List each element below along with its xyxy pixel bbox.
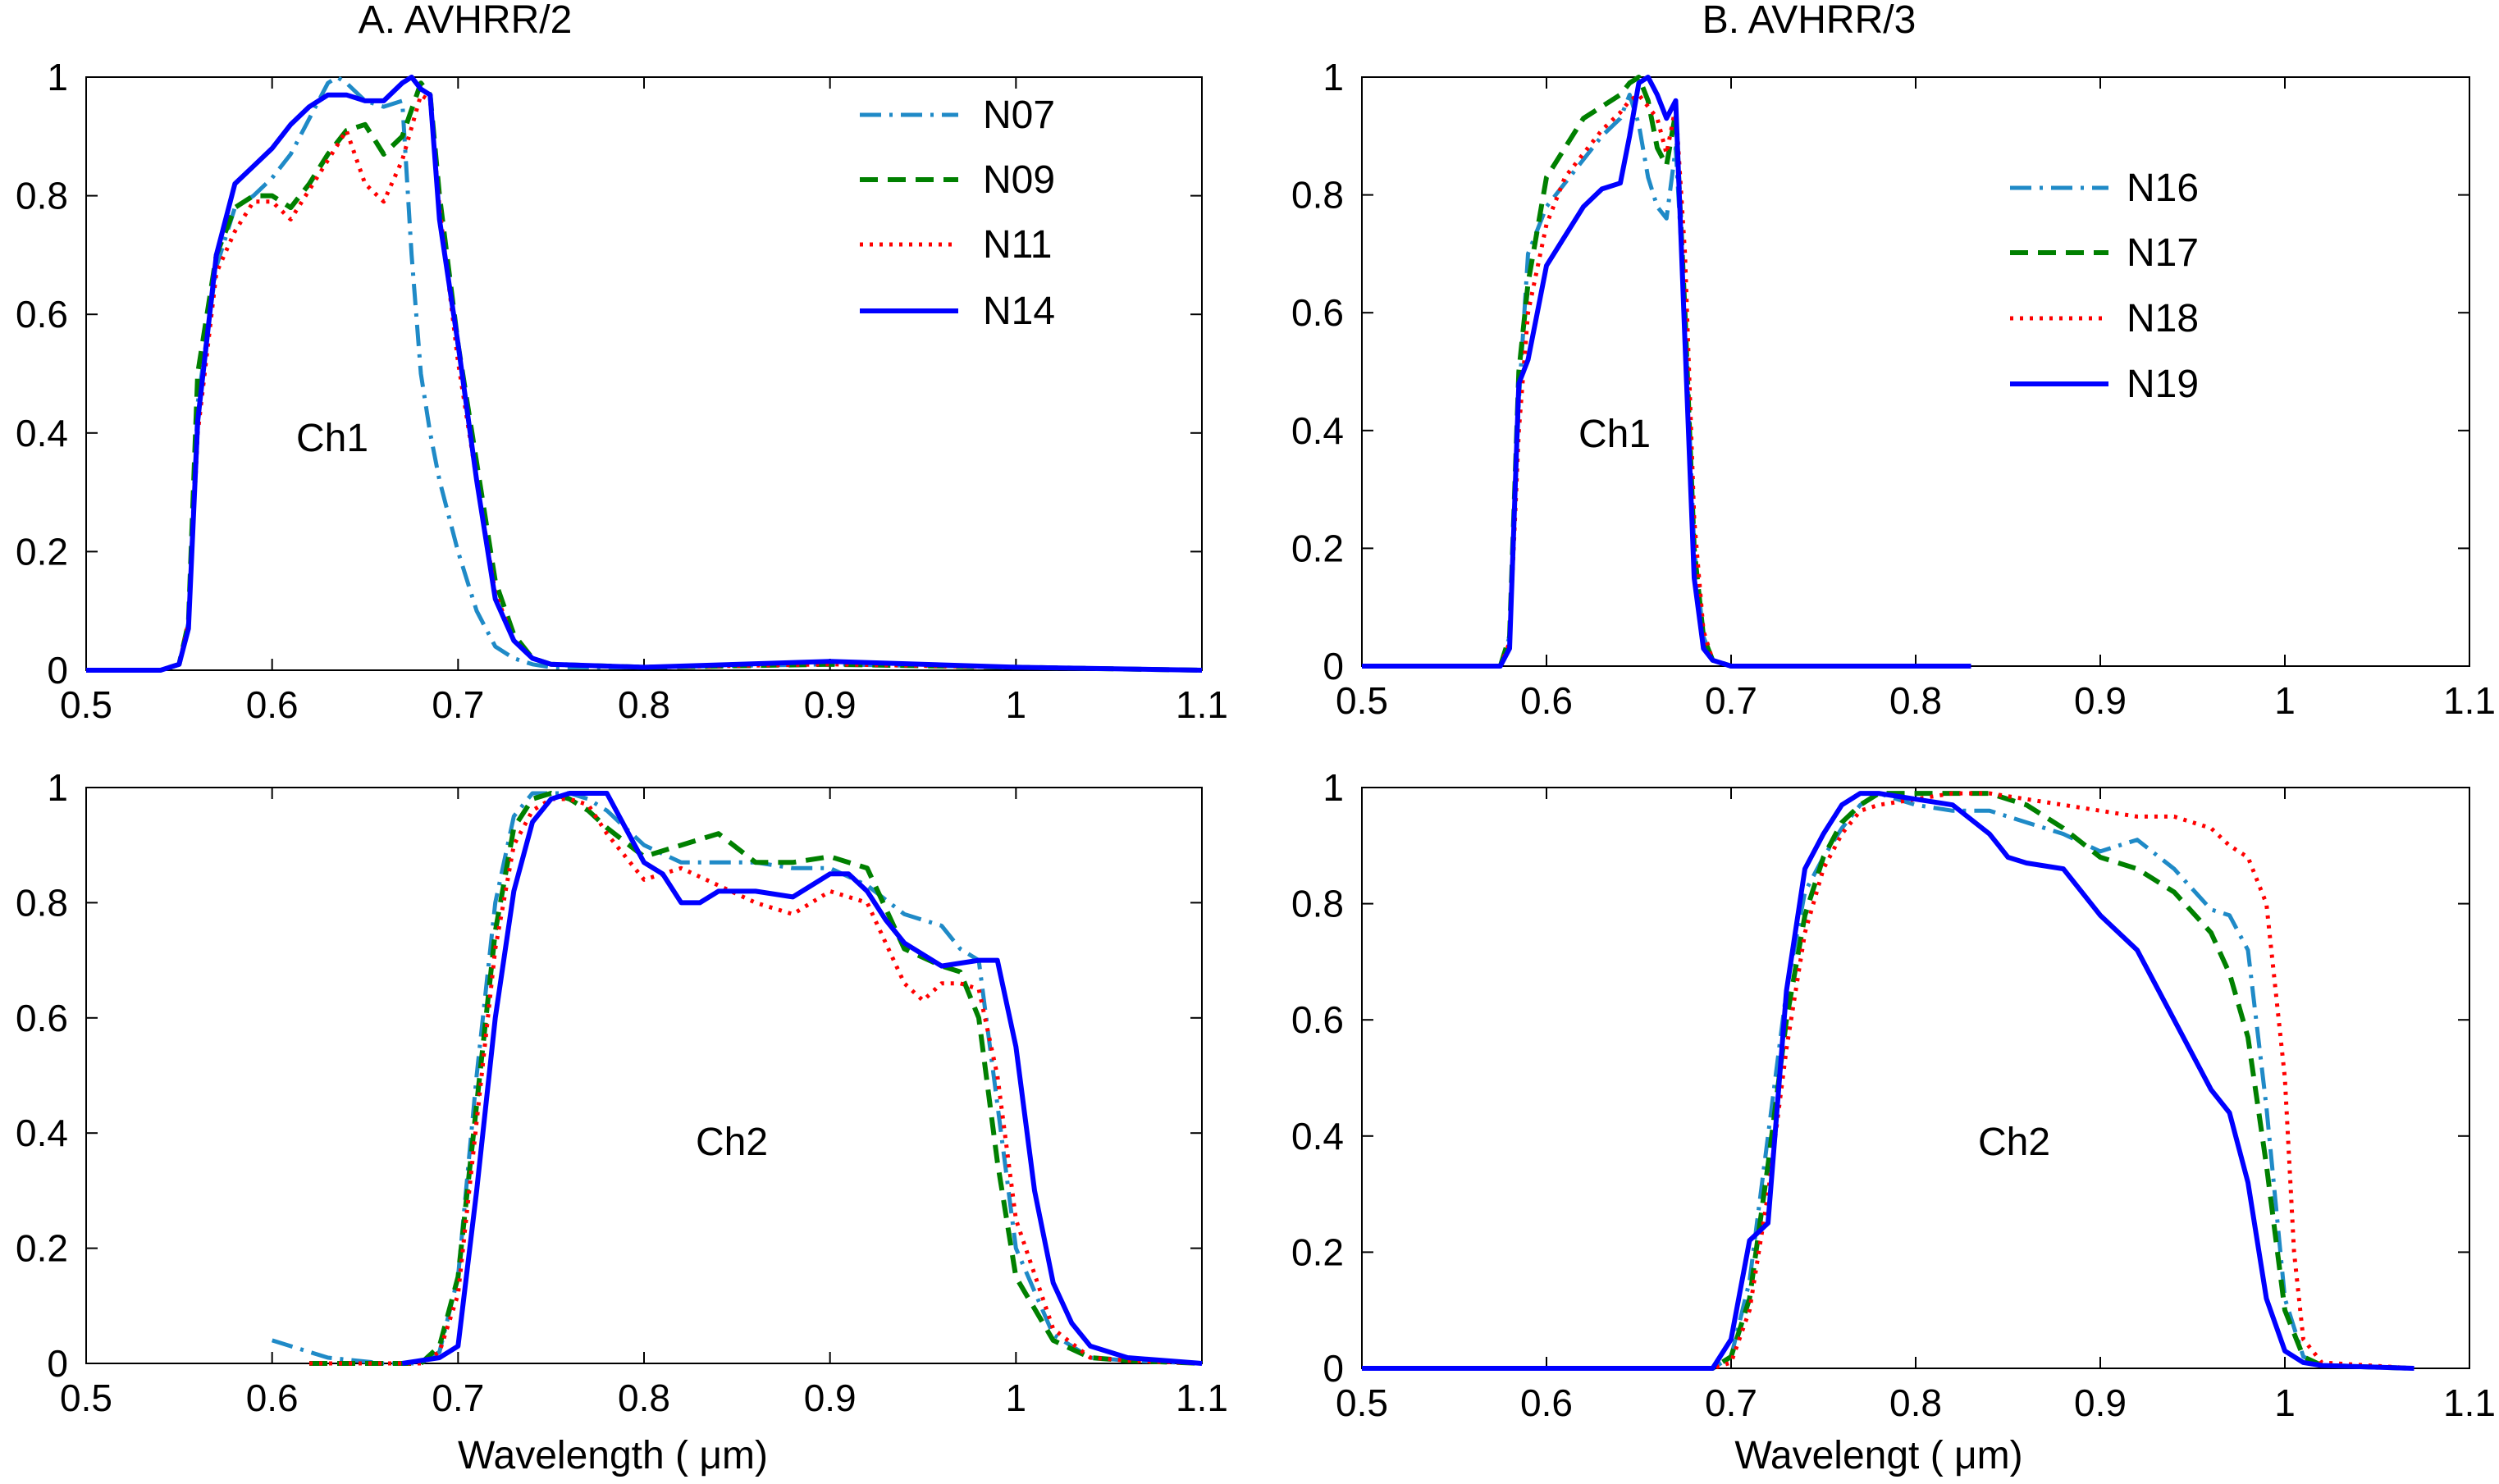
- series-line-n09: [309, 791, 1203, 1366]
- legend-b-n18-label: N18: [2127, 297, 2199, 340]
- panel-a-ch2: 0.5 0.6 0.7 0.8 0.9 1 1.1 0 0.2 0.4 0.6 0.8 1: [16, 766, 1228, 1419]
- x-tick-label: 1.1: [2443, 1381, 2496, 1424]
- series-line-n14: [401, 791, 1203, 1366]
- x-tick-label: 0.6: [1520, 1381, 1573, 1424]
- legend-a-n11-label: N11: [983, 223, 1053, 267]
- legend-a-n07-label: N07: [983, 94, 1055, 137]
- y-tick-label: 0.2: [1291, 1231, 1344, 1273]
- x-tick-label: 0.7: [1705, 679, 1757, 722]
- x-tick-label: 0.8: [618, 1377, 670, 1419]
- series-line-n18: [1362, 93, 1732, 669]
- y-tick-label: 0: [1323, 645, 1344, 687]
- legend-a-n09-label: N09: [983, 158, 1055, 202]
- x-tick-label: 1: [1006, 1377, 1027, 1419]
- y-tick-label: 0.2: [1291, 527, 1344, 569]
- legend-b-n19-label: N19: [2127, 363, 2199, 406]
- panel-a-title: A. AVHRR/2: [359, 0, 573, 42]
- panel-b-ch2: 0.5 0.6 0.7 0.8 0.9 1 1.1 0 0.2 0.4 0.6 0.8 1: [1291, 766, 2496, 1424]
- y-tick-label: 0: [47, 1342, 68, 1385]
- y-tick-label: 0: [47, 649, 68, 692]
- x-tick-label: 0.5: [60, 683, 112, 726]
- y-tick-label: 0.4: [1291, 1115, 1344, 1158]
- panel-a-ch2-channel-label: Ch2: [696, 1121, 768, 1164]
- y-tick-label: 0.4: [1291, 409, 1344, 452]
- legend-b-n17-label: N17: [2127, 231, 2199, 275]
- y-tick-label: 1: [1323, 766, 1344, 809]
- panel-b-ch2-channel-label: Ch2: [1978, 1121, 2050, 1164]
- x-tick-label: 0.6: [246, 683, 299, 726]
- x-tick-label: 1: [1006, 683, 1027, 726]
- series-line-n14: [86, 75, 1203, 673]
- legend-b-n16-label: N16: [2127, 167, 2199, 210]
- x-tick-label: 0.5: [1336, 679, 1388, 722]
- series-line-n07: [271, 791, 1203, 1366]
- panel-a-ch1: 0.5 0.6 0.7 0.8 0.9 1 1.1 0 0.2 0.4 0.6 0.8 1: [16, 56, 1228, 726]
- y-tick-label: 0.8: [1291, 174, 1344, 217]
- x-tick-label: 0.6: [246, 1377, 299, 1419]
- x-tick-label: 0.5: [60, 1377, 112, 1419]
- x-tick-label: 1.1: [2443, 679, 2496, 722]
- x-tick-label: 0.8: [618, 683, 670, 726]
- x-tick-label: 0.7: [432, 683, 484, 726]
- legend-b: N16 N17 N18 N19: [2010, 167, 2199, 406]
- x-tick-label: 0.9: [804, 1377, 857, 1419]
- y-tick-label: 0.6: [16, 997, 68, 1039]
- panel-b-xlabel: Wavelengt ( μm): [1734, 1434, 2022, 1477]
- x-tick-label: 0.7: [432, 1377, 484, 1419]
- y-tick-label: 0.8: [1291, 883, 1344, 925]
- x-tick-label: 0.8: [1889, 679, 1942, 722]
- y-tick-label: 0.2: [16, 1227, 68, 1270]
- y-tick-label: 0.4: [16, 1112, 68, 1154]
- panel-a-xlabel: Wavelength ( μm): [458, 1434, 768, 1477]
- series-line-n19: [1362, 75, 1971, 669]
- panel-b-ch1: 0.5 0.6 0.7 0.8 0.9 1 1.1 0 0.2 0.4 0.6 0.8 1: [1291, 56, 2496, 722]
- x-tick-label: 0.9: [804, 683, 857, 726]
- x-tick-label: 1.1: [1176, 683, 1228, 726]
- panel-a-ch1-channel-label: Ch1: [296, 417, 368, 460]
- x-tick-label: 0.9: [2074, 1381, 2127, 1424]
- x-tick-label: 0.5: [1336, 1381, 1388, 1424]
- x-tick-label: 0.7: [1705, 1381, 1757, 1424]
- x-tick-label: 1: [2274, 1381, 2296, 1424]
- x-tick-label: 0.8: [1889, 1381, 1942, 1424]
- y-tick-label: 1: [47, 56, 68, 98]
- panel-b-ch1-channel-label: Ch1: [1578, 413, 1651, 456]
- y-tick-label: 0.6: [1291, 291, 1344, 334]
- series-line-n19: [1362, 791, 2414, 1371]
- y-tick-label: 0.2: [16, 530, 68, 573]
- x-tick-label: 1: [2274, 679, 2296, 722]
- panel-b-title: B. AVHRR/3: [1702, 0, 1917, 42]
- series-line-n16: [1362, 791, 2414, 1371]
- y-tick-label: 0.6: [16, 293, 68, 336]
- x-tick-label: 1.1: [1176, 1377, 1228, 1419]
- x-tick-label: 0.9: [2074, 679, 2127, 722]
- y-tick-label: 0: [1323, 1347, 1344, 1390]
- y-tick-label: 0.6: [1291, 998, 1344, 1041]
- legend-a: N07 N09 N11 N14: [860, 94, 1055, 333]
- x-tick-label: 0.6: [1520, 679, 1573, 722]
- y-tick-label: 0.8: [16, 881, 68, 924]
- y-tick-label: 0.8: [16, 175, 68, 217]
- y-tick-label: 1: [1323, 56, 1344, 98]
- y-tick-label: 0.4: [16, 412, 68, 454]
- legend-a-n14-label: N14: [983, 290, 1055, 333]
- y-tick-label: 1: [47, 766, 68, 809]
